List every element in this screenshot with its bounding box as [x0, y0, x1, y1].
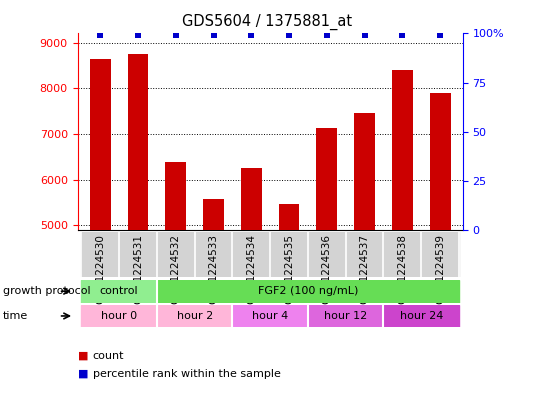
Text: ■: ■: [78, 369, 88, 379]
Text: hour 24: hour 24: [400, 311, 443, 321]
Point: [247, 32, 256, 39]
Bar: [308, 305, 384, 327]
Bar: [232, 305, 308, 327]
Bar: [128, 54, 148, 393]
Bar: [165, 162, 186, 393]
Text: GSM1224539: GSM1224539: [435, 234, 445, 304]
Point: [436, 32, 445, 39]
Text: GSM1224536: GSM1224536: [322, 234, 332, 304]
Point: [134, 32, 142, 39]
Bar: [241, 168, 262, 393]
Bar: [316, 128, 337, 393]
Text: hour 0: hour 0: [101, 311, 137, 321]
Bar: [354, 113, 375, 393]
Bar: [392, 70, 412, 393]
Point: [398, 32, 407, 39]
Text: GSM1224532: GSM1224532: [171, 234, 181, 304]
Bar: [195, 232, 232, 277]
Point: [209, 32, 218, 39]
Bar: [384, 305, 459, 327]
Bar: [81, 305, 157, 327]
Bar: [232, 232, 270, 277]
Text: hour 4: hour 4: [252, 311, 288, 321]
Text: count: count: [93, 351, 124, 361]
Bar: [157, 232, 195, 277]
Text: FGF2 (100 ng/mL): FGF2 (100 ng/mL): [258, 286, 358, 296]
Text: time: time: [3, 311, 28, 321]
Text: GSM1224530: GSM1224530: [95, 234, 105, 304]
Point: [323, 32, 331, 39]
Bar: [90, 59, 111, 393]
Bar: [203, 199, 224, 393]
Text: percentile rank within the sample: percentile rank within the sample: [93, 369, 280, 379]
Text: ■: ■: [78, 351, 88, 361]
Text: control: control: [100, 286, 139, 296]
Bar: [384, 232, 421, 277]
Bar: [157, 280, 459, 303]
Bar: [279, 204, 300, 393]
Text: hour 12: hour 12: [324, 311, 368, 321]
Text: hour 2: hour 2: [177, 311, 213, 321]
Bar: [421, 232, 459, 277]
Text: GSM1224537: GSM1224537: [360, 234, 370, 304]
Point: [285, 32, 293, 39]
Text: growth protocol: growth protocol: [3, 286, 90, 296]
Bar: [157, 305, 232, 327]
Bar: [308, 232, 346, 277]
Text: GDS5604 / 1375881_at: GDS5604 / 1375881_at: [182, 14, 353, 30]
Text: GSM1224538: GSM1224538: [398, 234, 407, 304]
Bar: [81, 232, 119, 277]
Text: GSM1224534: GSM1224534: [246, 234, 256, 304]
Text: GSM1224535: GSM1224535: [284, 234, 294, 304]
Point: [360, 32, 369, 39]
Bar: [346, 232, 384, 277]
Bar: [81, 280, 157, 303]
Bar: [119, 232, 157, 277]
Point: [172, 32, 180, 39]
Point: [96, 32, 104, 39]
Text: GSM1224531: GSM1224531: [133, 234, 143, 304]
Bar: [430, 93, 450, 393]
Bar: [270, 232, 308, 277]
Text: GSM1224533: GSM1224533: [209, 234, 218, 304]
